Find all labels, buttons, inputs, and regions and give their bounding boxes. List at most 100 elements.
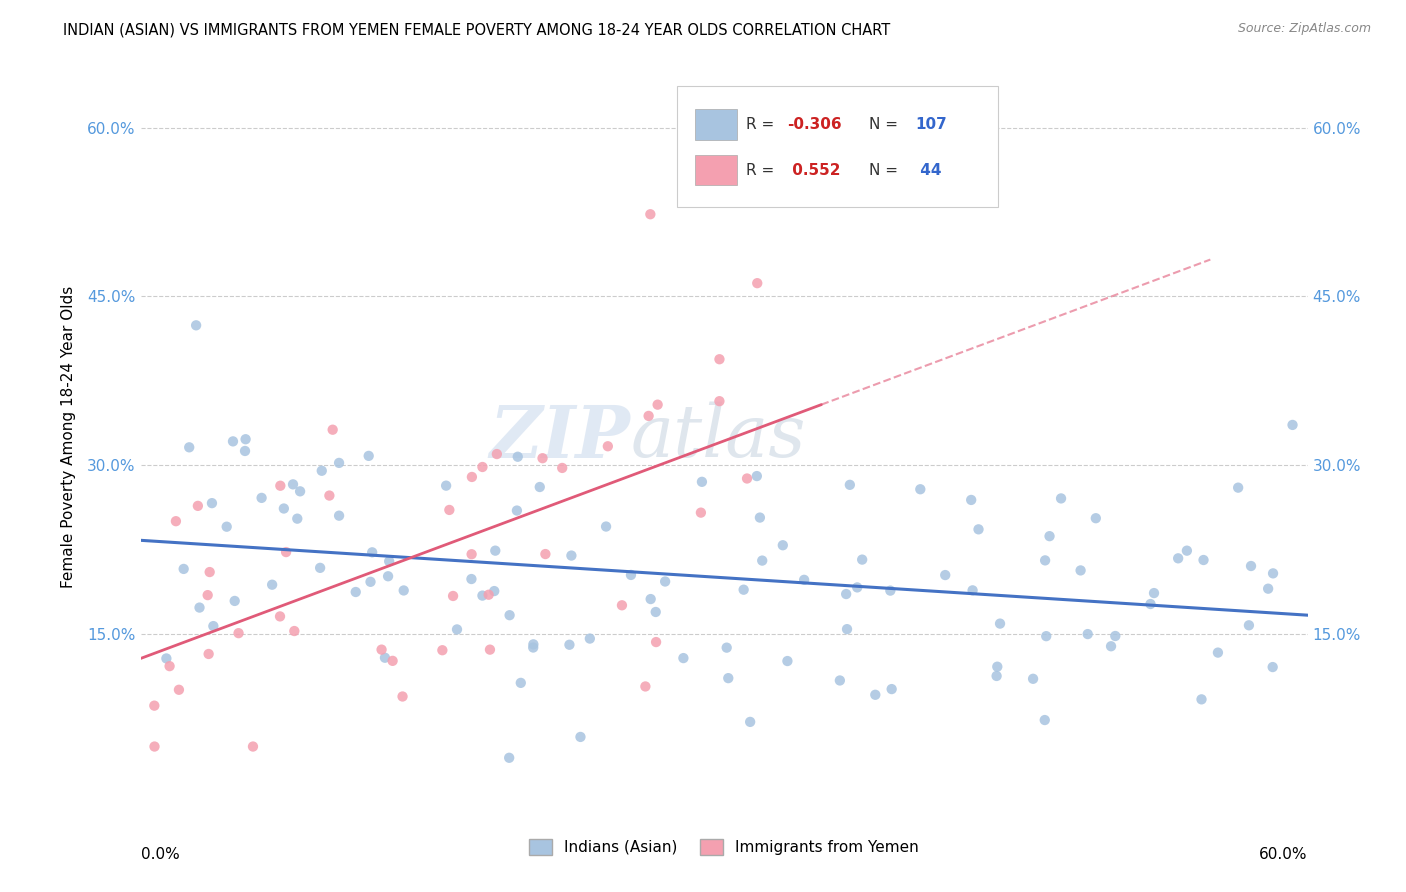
Point (569, 730, 592, 744)
Point (634, 680, 657, 694)
Point (828, 673, 851, 688)
Text: 0.0%: 0.0% (141, 847, 180, 862)
Point (644, 605, 666, 619)
Point (143, 739, 166, 754)
Point (215, 519, 238, 533)
Point (202, 619, 225, 633)
Point (560, 549, 582, 563)
Point (441, 589, 464, 603)
Point (733, 582, 755, 597)
Point (250, 491, 273, 505)
Point (551, 461, 574, 475)
Point (360, 574, 382, 589)
Point (1035, 629, 1057, 643)
Point (322, 423, 344, 437)
Point (1261, 566, 1284, 581)
Point (690, 475, 713, 489)
Point (381, 654, 404, 668)
Point (391, 690, 413, 704)
Point (188, 600, 211, 615)
Point (173, 562, 195, 576)
Point (1070, 563, 1092, 577)
Point (620, 568, 643, 582)
Point (1240, 559, 1263, 574)
Point (1281, 417, 1303, 432)
Point (1022, 672, 1045, 686)
FancyBboxPatch shape (695, 154, 737, 186)
Point (962, 583, 984, 598)
Point (283, 624, 305, 638)
Point (1139, 597, 1161, 611)
Point (498, 608, 520, 623)
Point (579, 632, 602, 646)
Point (880, 682, 903, 697)
Point (716, 640, 738, 655)
Text: -0.306: -0.306 (787, 117, 842, 132)
Point (506, 503, 529, 517)
Point (1175, 543, 1198, 558)
Point (735, 471, 758, 485)
Point (439, 503, 461, 517)
Point (1099, 639, 1122, 653)
Point (434, 478, 457, 492)
Point (242, 739, 264, 754)
Point (717, 671, 740, 685)
Point (179, 440, 201, 454)
Point (460, 547, 482, 561)
Point (484, 584, 506, 599)
Point (835, 622, 858, 636)
Point (1104, 629, 1126, 643)
Point (910, 482, 932, 496)
Point (274, 545, 297, 559)
Point (745, 469, 768, 483)
Y-axis label: Female Poverty Among 18-24 Year Olds: Female Poverty Among 18-24 Year Olds (60, 286, 76, 588)
Point (235, 432, 257, 446)
Text: ZIP: ZIP (489, 401, 631, 473)
Point (484, 543, 506, 558)
Point (654, 574, 676, 589)
Text: Source: ZipAtlas.com: Source: ZipAtlas.com (1237, 22, 1371, 36)
Point (934, 568, 956, 582)
Point (835, 587, 858, 601)
Point (273, 501, 295, 516)
Point (640, 592, 662, 607)
Point (392, 583, 415, 598)
Text: 60.0%: 60.0% (1260, 847, 1308, 862)
Point (159, 659, 181, 673)
Point (262, 578, 284, 592)
Point (640, 207, 662, 221)
FancyBboxPatch shape (678, 86, 998, 207)
Point (461, 470, 484, 484)
Point (879, 583, 901, 598)
Point (228, 626, 250, 640)
Point (1143, 586, 1166, 600)
Point (1038, 529, 1060, 543)
Point (361, 545, 384, 559)
Point (1050, 491, 1073, 506)
Point (269, 479, 291, 493)
Text: R =: R = (747, 117, 779, 132)
Point (1077, 627, 1099, 641)
Point (1227, 481, 1250, 495)
Point (748, 510, 770, 524)
Point (988, 616, 1011, 631)
Point (478, 588, 501, 602)
Point (224, 594, 246, 608)
Point (281, 477, 304, 491)
Point (645, 635, 668, 649)
Text: R =: R = (747, 162, 779, 178)
Point (288, 484, 311, 499)
Text: N =: N = (869, 162, 903, 178)
Point (610, 599, 633, 613)
Point (522, 640, 544, 655)
Point (446, 623, 468, 637)
Point (647, 398, 669, 412)
Point (793, 573, 815, 587)
Point (233, 444, 256, 458)
Point (672, 651, 695, 665)
Point (1167, 551, 1189, 566)
Point (167, 682, 190, 697)
Point (1237, 618, 1260, 632)
Point (1257, 582, 1279, 596)
Point (478, 642, 501, 657)
